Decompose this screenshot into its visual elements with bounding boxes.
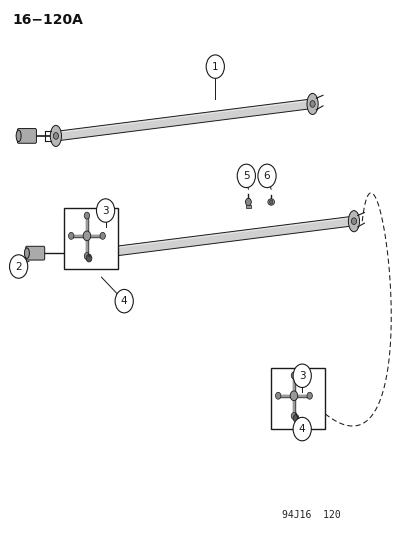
Circle shape xyxy=(69,244,72,248)
Circle shape xyxy=(292,364,311,387)
Circle shape xyxy=(292,415,298,422)
FancyBboxPatch shape xyxy=(245,205,250,208)
Circle shape xyxy=(115,289,133,313)
Circle shape xyxy=(309,101,314,107)
Circle shape xyxy=(69,259,72,262)
Circle shape xyxy=(68,232,74,239)
Circle shape xyxy=(269,200,272,204)
Text: 6: 6 xyxy=(263,171,270,181)
Text: 3: 3 xyxy=(102,206,109,215)
Text: 16−120A: 16−120A xyxy=(12,13,83,27)
Circle shape xyxy=(95,250,100,256)
Circle shape xyxy=(53,133,58,139)
Ellipse shape xyxy=(24,248,29,259)
Text: 5: 5 xyxy=(242,171,249,181)
Circle shape xyxy=(306,392,311,399)
Text: 94J16  120: 94J16 120 xyxy=(281,510,339,520)
Circle shape xyxy=(237,164,255,188)
Polygon shape xyxy=(99,216,351,258)
Circle shape xyxy=(275,392,280,399)
Circle shape xyxy=(84,212,89,219)
Circle shape xyxy=(100,232,105,239)
Polygon shape xyxy=(57,99,310,141)
Circle shape xyxy=(290,391,297,401)
Circle shape xyxy=(245,198,251,206)
Circle shape xyxy=(351,218,356,224)
Circle shape xyxy=(257,164,275,188)
Text: 2: 2 xyxy=(15,262,22,271)
Text: 1: 1 xyxy=(211,62,218,71)
Circle shape xyxy=(206,55,224,78)
Ellipse shape xyxy=(348,211,358,232)
Ellipse shape xyxy=(50,125,61,147)
Text: 4: 4 xyxy=(298,424,305,434)
Text: 3: 3 xyxy=(298,371,305,381)
Circle shape xyxy=(9,255,28,278)
Circle shape xyxy=(292,417,311,441)
Ellipse shape xyxy=(91,243,102,264)
Circle shape xyxy=(84,253,89,260)
Circle shape xyxy=(86,255,92,262)
Circle shape xyxy=(83,231,90,241)
Ellipse shape xyxy=(267,199,274,205)
Circle shape xyxy=(68,251,72,256)
Circle shape xyxy=(96,199,114,222)
Ellipse shape xyxy=(16,130,21,142)
Circle shape xyxy=(291,372,296,379)
Ellipse shape xyxy=(65,244,75,263)
Text: 4: 4 xyxy=(121,296,127,306)
FancyBboxPatch shape xyxy=(271,368,324,429)
FancyBboxPatch shape xyxy=(17,128,36,143)
FancyBboxPatch shape xyxy=(64,208,118,269)
Circle shape xyxy=(291,413,296,419)
FancyBboxPatch shape xyxy=(26,246,45,260)
Ellipse shape xyxy=(306,93,317,115)
